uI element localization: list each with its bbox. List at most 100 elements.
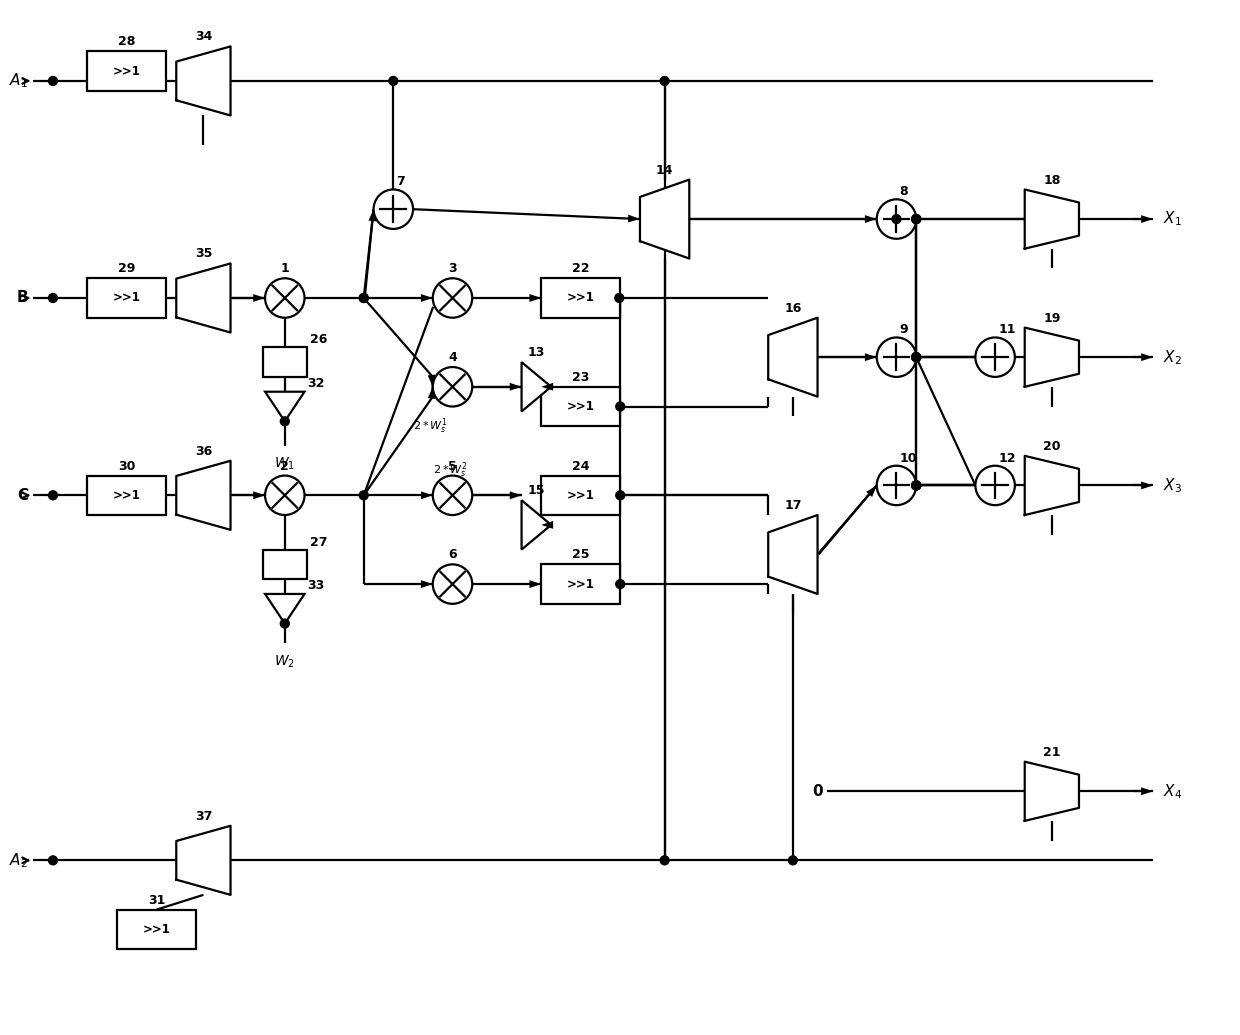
Polygon shape <box>510 383 522 391</box>
Text: 10: 10 <box>899 451 916 465</box>
Circle shape <box>48 77 57 85</box>
Circle shape <box>373 189 413 229</box>
Polygon shape <box>428 387 435 398</box>
Circle shape <box>280 619 289 628</box>
Circle shape <box>911 481 920 490</box>
Text: 9: 9 <box>899 324 908 336</box>
Polygon shape <box>176 826 231 895</box>
Circle shape <box>660 856 670 865</box>
Text: >>1: >>1 <box>113 292 141 304</box>
Polygon shape <box>253 492 265 499</box>
Bar <box>263 348 308 377</box>
Text: 33: 33 <box>308 579 325 592</box>
Text: >>1: >>1 <box>567 578 595 591</box>
Text: 21: 21 <box>1043 746 1060 759</box>
Polygon shape <box>510 492 522 499</box>
Text: >>1: >>1 <box>567 489 595 502</box>
Text: 32: 32 <box>308 377 325 390</box>
Circle shape <box>877 466 916 505</box>
Text: 20: 20 <box>1043 440 1060 453</box>
Text: 27: 27 <box>310 535 327 549</box>
Polygon shape <box>1024 762 1079 821</box>
Polygon shape <box>420 492 433 499</box>
Polygon shape <box>542 521 553 529</box>
Polygon shape <box>1141 788 1153 795</box>
Circle shape <box>911 481 920 490</box>
Text: 31: 31 <box>148 893 165 907</box>
Circle shape <box>976 337 1014 377</box>
Polygon shape <box>428 375 435 387</box>
Polygon shape <box>529 294 542 302</box>
Text: 17: 17 <box>784 499 801 512</box>
Text: 22: 22 <box>572 262 589 275</box>
Circle shape <box>389 77 398 85</box>
Polygon shape <box>253 294 265 302</box>
Circle shape <box>911 214 920 224</box>
Circle shape <box>911 481 920 490</box>
Polygon shape <box>627 214 640 223</box>
Bar <box>88 278 166 318</box>
Polygon shape <box>1141 353 1153 361</box>
Circle shape <box>616 402 625 411</box>
Polygon shape <box>368 209 376 221</box>
Bar <box>88 475 166 515</box>
Text: 18: 18 <box>1043 174 1060 186</box>
Text: 11: 11 <box>998 324 1016 336</box>
Text: $X_3$: $X_3$ <box>1163 476 1182 495</box>
Circle shape <box>433 564 472 603</box>
Text: 2: 2 <box>280 460 289 473</box>
Text: 25: 25 <box>572 549 589 561</box>
Text: >>1: >>1 <box>113 489 141 502</box>
Circle shape <box>48 294 57 302</box>
Polygon shape <box>1024 189 1079 248</box>
Circle shape <box>660 77 670 85</box>
Text: 0: 0 <box>812 783 823 799</box>
Circle shape <box>616 491 625 500</box>
Polygon shape <box>1024 328 1079 387</box>
Polygon shape <box>640 180 689 259</box>
Text: 19: 19 <box>1043 312 1060 325</box>
Polygon shape <box>176 47 231 116</box>
Polygon shape <box>542 383 553 391</box>
Bar <box>542 278 620 318</box>
Text: $X_2$: $X_2$ <box>1163 348 1182 366</box>
Circle shape <box>911 481 920 490</box>
Polygon shape <box>529 581 542 588</box>
Bar <box>117 910 196 949</box>
Polygon shape <box>769 515 817 594</box>
Circle shape <box>976 466 1014 505</box>
Text: 15: 15 <box>528 484 546 497</box>
Text: 12: 12 <box>998 451 1016 465</box>
Circle shape <box>433 475 472 515</box>
Text: $W_2$: $W_2$ <box>274 653 295 670</box>
Polygon shape <box>1024 455 1079 515</box>
Circle shape <box>360 294 368 302</box>
Text: 36: 36 <box>195 445 212 457</box>
Polygon shape <box>420 294 433 302</box>
Polygon shape <box>176 461 231 530</box>
Circle shape <box>48 856 57 865</box>
Polygon shape <box>522 362 551 412</box>
Text: $A_1$: $A_1$ <box>10 71 29 90</box>
Text: 28: 28 <box>118 35 135 49</box>
Text: 14: 14 <box>656 164 673 177</box>
Polygon shape <box>866 215 877 223</box>
Text: >>1: >>1 <box>113 64 141 78</box>
Polygon shape <box>866 485 877 497</box>
Bar <box>88 52 166 91</box>
Circle shape <box>789 856 797 865</box>
Text: >>1: >>1 <box>567 292 595 304</box>
Text: C: C <box>17 487 29 503</box>
Polygon shape <box>1141 481 1153 490</box>
Circle shape <box>280 417 289 425</box>
Text: >>1: >>1 <box>567 400 595 413</box>
Text: >>1: >>1 <box>143 923 170 936</box>
Circle shape <box>265 278 305 318</box>
Polygon shape <box>176 264 231 332</box>
Circle shape <box>360 491 368 500</box>
Bar <box>542 387 620 426</box>
Polygon shape <box>265 594 305 623</box>
Text: 4: 4 <box>448 351 456 364</box>
Circle shape <box>911 214 920 224</box>
Circle shape <box>877 200 916 239</box>
